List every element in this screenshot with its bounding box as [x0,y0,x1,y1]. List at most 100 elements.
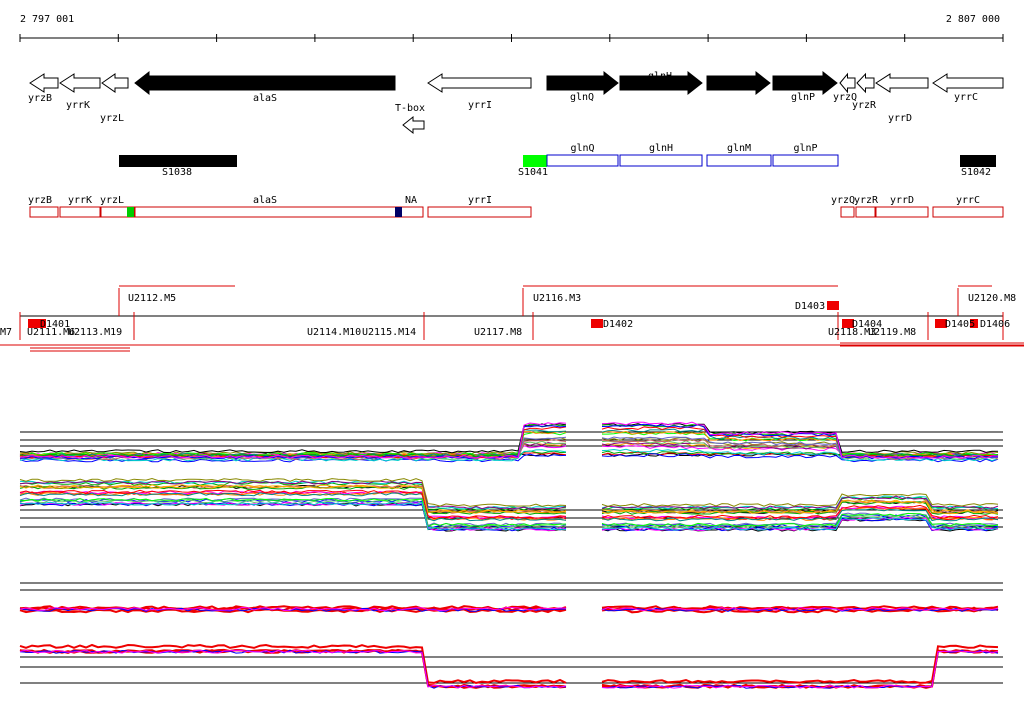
gene-arrow [856,72,875,94]
trace [19,643,567,684]
annot-box [827,301,839,310]
feature-box [59,206,101,218]
annot-box [28,319,46,328]
gene-label: glnM [726,80,750,91]
feature-label: yrrD [890,195,914,206]
operon-label: glnP [793,143,817,154]
operon-box [772,154,839,167]
trace [19,489,567,519]
annot-box [935,319,947,328]
trace [19,492,567,522]
trace [601,495,999,510]
trace [601,426,999,459]
gene-arrow [59,73,101,93]
segment [119,155,237,167]
trace [19,484,567,514]
gene-arrow [101,73,129,93]
ruler-start: 2 797 001 [20,14,74,25]
feature-box [840,206,855,218]
marker-label: U2111.M6 [27,327,75,338]
annot-box [842,319,854,328]
marker-label: U2116.M3 [533,293,581,304]
trace [19,423,567,454]
operon-label: glnQ [570,143,594,154]
annot-box [970,319,978,328]
tbox-label: T-box [395,103,425,114]
gene-label: alaS [253,93,277,104]
gene-label: glnP [791,92,815,103]
trace [601,501,999,515]
trace [601,606,999,612]
trace [19,605,567,611]
feature-box [855,206,876,218]
trace [601,650,999,689]
trace [19,422,567,459]
marker-label: U2118.M3 [828,327,876,338]
marker-label: U2114.M10 [307,327,361,338]
feature-box [875,206,929,218]
gene-arrow [706,70,771,96]
marker-label: U2119.M8 [868,327,916,338]
trace [20,501,567,531]
marker-label: D1404 [852,319,882,330]
trace [601,448,999,462]
operon-box [619,154,703,167]
trace [19,423,567,458]
gene-label: yrrI [468,100,492,111]
trace [19,480,567,510]
trace [19,481,567,511]
trace [601,421,998,459]
marker-label: U2113.M19 [68,327,122,338]
gene-arrow [134,70,396,96]
marker-label: U2115.M14 [362,327,416,338]
feature-green [127,207,134,217]
feature-box [427,206,532,218]
operon-box [706,154,772,167]
gene-arrow [427,73,532,93]
trace [601,605,999,611]
gene-label: glnQ [570,92,594,103]
feature-label: alaS [253,195,277,206]
gene-label: yrrC [954,92,978,103]
feature-label: NA [405,195,417,206]
gene-arrow [932,73,1004,93]
feature-label: yrrC [956,195,980,206]
gene-label: yrzR [852,100,877,111]
marker-label: D1401 [40,319,70,330]
operon-label: glnM [727,143,751,154]
gene-arrow [839,72,856,94]
feature-box [29,206,59,218]
trace [602,431,999,457]
segment-label: S1041 [518,167,548,178]
trace [601,516,999,532]
tbox-arrow [402,115,425,135]
segment [960,155,996,167]
trace [601,504,999,519]
trace [601,514,999,529]
gene-label: yrzL [100,113,124,124]
trace [19,497,567,527]
trace [19,485,567,514]
trace [601,512,999,527]
gene-arrow [29,73,59,93]
gene-arrow [772,70,838,96]
gene-arrow [875,73,929,93]
gene-label: glnH [648,71,672,82]
trace [19,480,567,510]
segment-label: S1042 [961,167,991,178]
trace [19,477,567,507]
marker-label: D1405 [945,319,975,330]
feature-label: yrrI [468,195,492,206]
marker-label: D1403 [795,301,825,312]
marker-label: M7 [0,327,12,338]
gene-label: yrzQ [833,92,857,103]
trace [601,493,999,507]
marker-label: U2117.M8 [474,327,522,338]
gene-arrow [619,70,703,96]
gene-arrow [546,70,619,96]
feature-label: yrzB [28,195,52,206]
gene-label: yrrK [66,100,90,111]
feature-label: yrrK [68,195,92,206]
operon-label: glnH [649,143,673,154]
